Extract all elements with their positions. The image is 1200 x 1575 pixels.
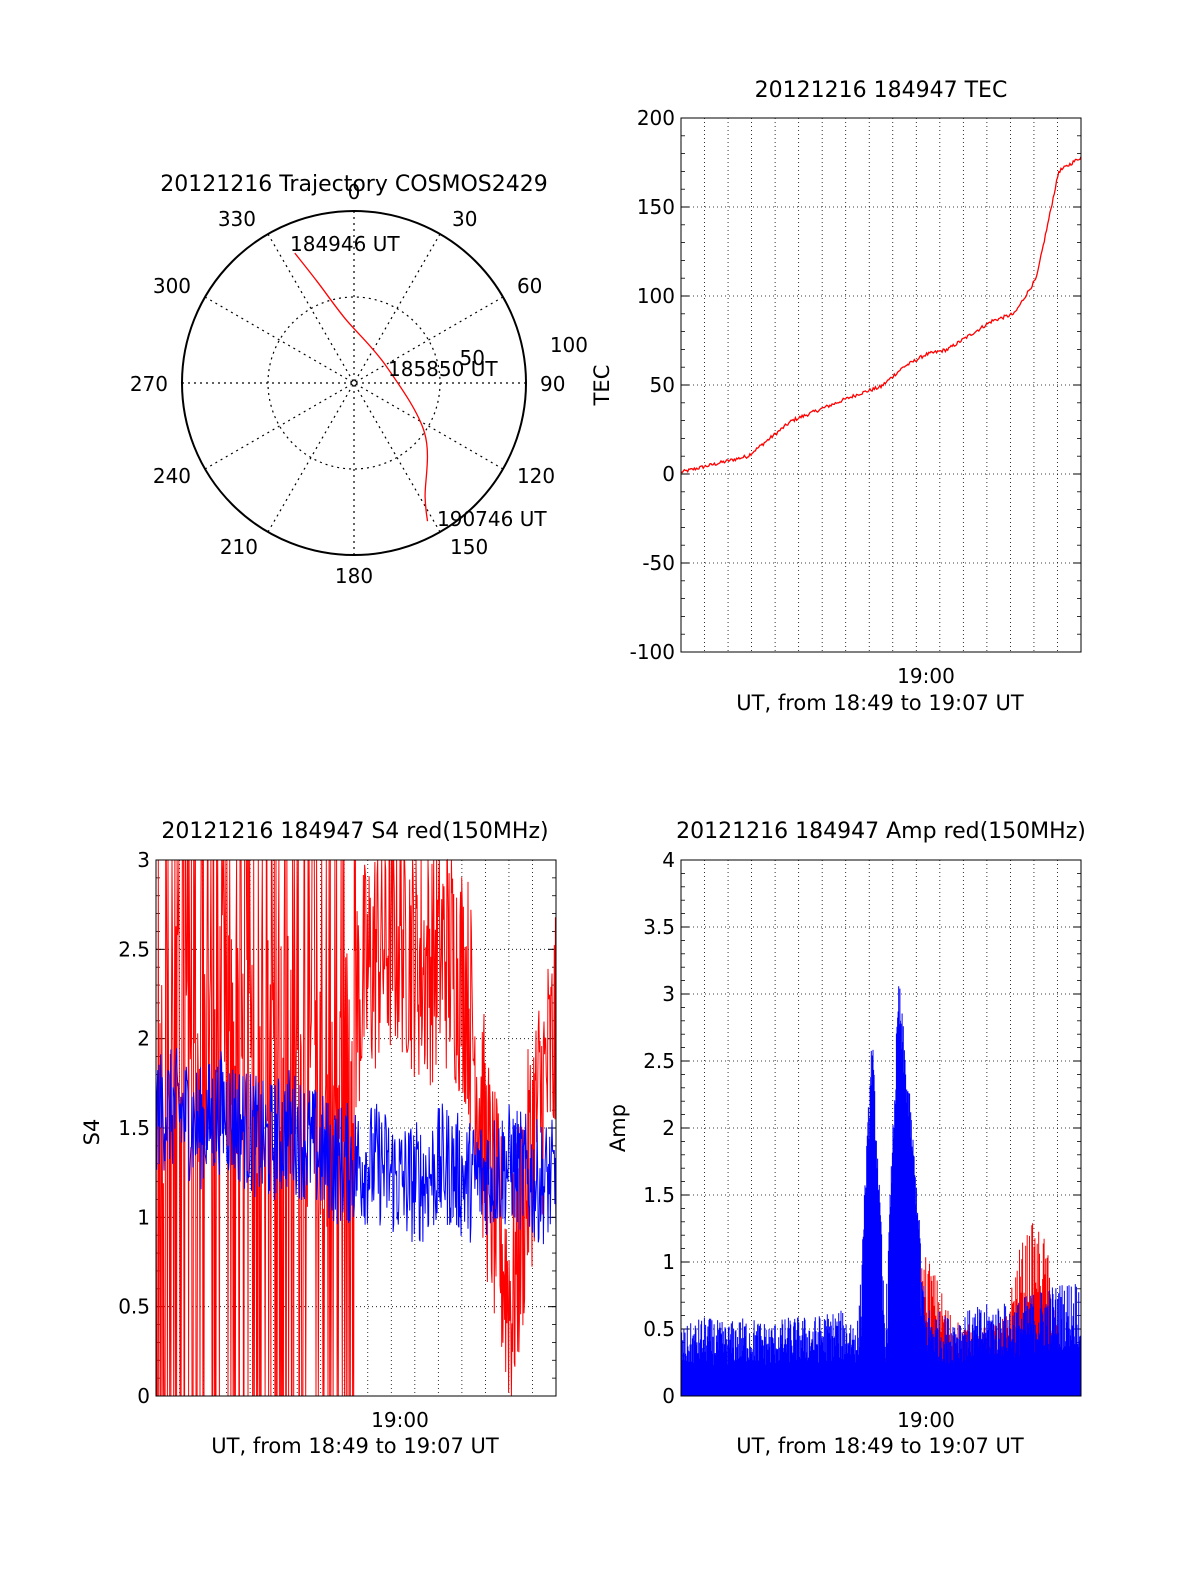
track-middle-label: 185850 UT — [388, 357, 498, 381]
y-tick-label: 50 — [650, 373, 675, 397]
s4-red-line — [155, 858, 557, 1397]
tec-series-line — [680, 156, 1082, 474]
y-tick-label: 1.5 — [118, 1116, 150, 1140]
angle-label: 240 — [153, 464, 191, 488]
tec-frame — [680, 117, 1082, 653]
y-tick-label: 1 — [137, 1205, 150, 1229]
amp-panel: 20121216 184947 Amp red(150MHz) 0 0.5 1 1.5… — [606, 819, 1086, 1458]
angle-label: 300 — [153, 274, 191, 298]
angle-label: 180 — [335, 564, 373, 588]
polar-trajectory-panel: 20121216 Trajectory COSMOS2429 0 30 60 90 12… — [130, 172, 588, 588]
y-tick-label: 2.5 — [643, 1049, 675, 1073]
amp-title: 20121216 184947 Amp red(150MHz) — [676, 819, 1086, 844]
s4-x-axis-label: UT, from 18:49 to 19:07 UT — [211, 1434, 499, 1458]
angle-label: 150 — [450, 535, 488, 559]
tec-y-tick-labels: -100 -50 0 50 100 150 200 — [630, 106, 675, 664]
amp-x-axis-label: UT, from 18:49 to 19:07 UT — [736, 1434, 1024, 1458]
tec-x-tick-label: 19:00 — [897, 664, 955, 688]
s4-frame — [155, 859, 557, 1397]
radial-label-100: 100 — [550, 333, 588, 357]
y-tick-label: 0.5 — [643, 1317, 675, 1341]
y-tick-label: 2 — [662, 1116, 675, 1140]
s4-title: 20121216 184947 S4 red(150MHz) — [161, 819, 548, 844]
angle-label: 330 — [218, 207, 256, 231]
y-tick-label: 100 — [637, 284, 675, 308]
y-tick-label: 200 — [637, 106, 675, 130]
y-tick-label: 150 — [637, 195, 675, 219]
amp-y-axis-label: Amp — [606, 1104, 630, 1152]
angle-label: 270 — [130, 372, 168, 396]
angle-label: 0 — [348, 180, 361, 204]
s4-y-tick-labels: 0 0.5 1 1.5 2 2.5 3 — [118, 848, 150, 1408]
amp-y-tick-labels: 0 0.5 1 1.5 2 2.5 3 3.5 4 — [643, 848, 675, 1408]
s4-x-tick-label: 19:00 — [371, 1408, 429, 1432]
polar-title: 20121216 Trajectory COSMOS2429 — [160, 172, 547, 197]
angle-label: 60 — [517, 274, 542, 298]
y-tick-label: 4 — [662, 848, 675, 872]
y-tick-label: -50 — [642, 551, 675, 575]
y-tick-label: 0 — [662, 462, 675, 486]
amp-blue-series — [680, 986, 1082, 1396]
tec-title: 20121216 184947 TEC — [755, 78, 1008, 103]
s4-panel: 20121216 184947 S4 red(150MHz) 0 0.5 1 1.5 2… — [80, 819, 557, 1458]
s4-y-axis-label: S4 — [80, 1119, 104, 1146]
tec-x-axis-label: UT, from 18:49 to 19:07 UT — [736, 691, 1024, 715]
tec-grid — [681, 117, 1081, 653]
s4-blue-series — [155, 1048, 557, 1245]
y-tick-label: 1.5 — [643, 1183, 675, 1207]
y-tick-label: 0.5 — [118, 1295, 150, 1319]
trajectory-track — [294, 252, 429, 522]
radial-label-50: 50 — [460, 346, 485, 370]
amp-x-tick-label: 19:00 — [897, 1408, 955, 1432]
track-end-label: 190746 UT — [437, 507, 547, 531]
angle-label: 210 — [220, 535, 258, 559]
angle-label: 90 — [540, 372, 565, 396]
angle-label: 30 — [452, 207, 477, 231]
y-tick-label: 0 — [137, 1384, 150, 1408]
y-tick-label: 2 — [137, 1027, 150, 1051]
tec-y-axis-label: TEC — [590, 365, 614, 407]
y-tick-label: 3 — [137, 848, 150, 872]
tec-panel: 20121216 184947 TEC -100-50050100150200 … — [590, 78, 1082, 715]
y-tick-label: 0 — [662, 1384, 675, 1408]
y-tick-label: 3.5 — [643, 915, 675, 939]
y-tick-label: 3 — [662, 982, 675, 1006]
angle-label: 120 — [517, 464, 555, 488]
amp-frame — [680, 859, 1082, 1397]
y-tick-label: -100 — [630, 640, 675, 664]
s4-red-series — [155, 858, 557, 1397]
polar-grid — [181, 210, 527, 556]
y-tick-label: 1 — [662, 1250, 675, 1274]
y-tick-label: 2.5 — [118, 937, 150, 961]
s4-blue-line — [155, 1048, 557, 1245]
polar-angle-labels: 0 30 60 90 120 150 180 210 240 270 300 330 — [130, 180, 566, 588]
track-start-label: 184946 UT — [290, 232, 400, 256]
amp-blue-bars — [680, 986, 1082, 1396]
